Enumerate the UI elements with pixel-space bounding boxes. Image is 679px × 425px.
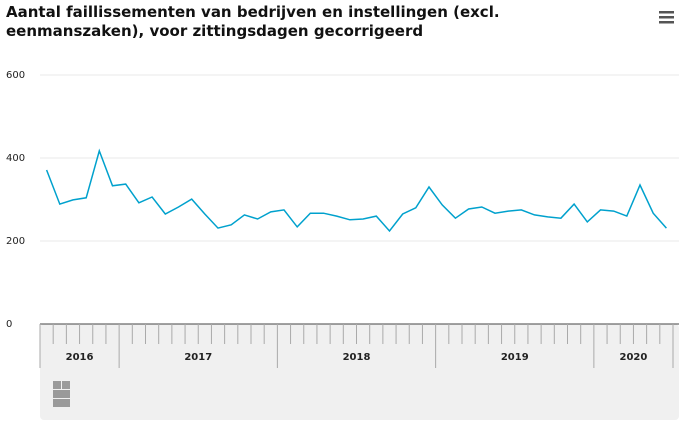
x-group-label: 2016	[66, 352, 94, 363]
cbs-logo	[53, 381, 70, 407]
y-tick-label: 0	[6, 319, 12, 330]
axis-panel	[40, 324, 679, 420]
chart-title: Aantal faillissementen van bedrijven en …	[6, 3, 500, 40]
y-tick-label: 400	[6, 153, 25, 164]
y-tick-label: 600	[6, 70, 25, 81]
data-line	[45, 148, 667, 233]
x-group-label: 2020	[620, 352, 648, 363]
x-group-label: 2018	[343, 352, 371, 363]
x-group-label: 2019	[501, 352, 529, 363]
x-group-label: 2017	[184, 352, 212, 363]
y-tick-label: 200	[6, 236, 25, 247]
menu-icon[interactable]	[659, 11, 674, 24]
